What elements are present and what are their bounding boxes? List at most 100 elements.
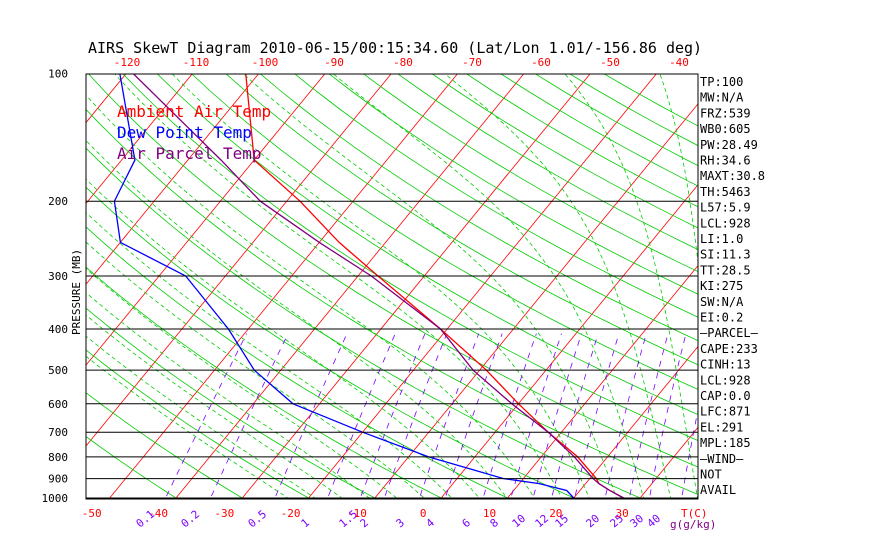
mixing-ratio-line bbox=[326, 333, 396, 499]
isotherm-line bbox=[86, 74, 193, 205]
mixing-ratio-line bbox=[628, 333, 669, 499]
x-tick-label-top: -60 bbox=[531, 56, 551, 69]
data-series bbox=[113, 74, 624, 499]
mixing-ratio-line bbox=[550, 333, 599, 499]
index-label: LFC:871 bbox=[700, 405, 751, 419]
background-lines bbox=[0, 64, 870, 507]
mixing-ratio-tick-label: 0.5 bbox=[246, 508, 270, 531]
mixing-ratio-tick-label: 20 bbox=[584, 512, 603, 530]
plot-frame bbox=[85, 73, 699, 500]
index-label: EL:291 bbox=[700, 420, 743, 434]
moist-adiabat-line bbox=[86, 211, 454, 499]
dry-adiabat-line bbox=[225, 74, 698, 366]
index-label: WB0:605 bbox=[700, 122, 751, 136]
x-tick-label-bottom: 30 bbox=[615, 507, 628, 520]
dry-adiabat-line bbox=[191, 74, 698, 390]
x-tick-label-top: -100 bbox=[252, 56, 279, 69]
x-tick-label-top: -120 bbox=[114, 56, 141, 69]
mixing-ratio-tick-label: 10 bbox=[510, 512, 529, 530]
index-label: AVAIL bbox=[700, 483, 736, 497]
isotherm-line bbox=[439, 184, 698, 499]
mixing-ratio-line bbox=[648, 333, 687, 499]
index-label: —PARCEL— bbox=[700, 326, 759, 340]
index-label: LI:1.0 bbox=[700, 232, 743, 246]
legend-parcel: Air Parcel Temp bbox=[117, 144, 262, 163]
x-tick-label-bottom: -50 bbox=[82, 507, 102, 520]
mixing-ratio-line bbox=[209, 333, 289, 499]
index-label: CAPE:233 bbox=[700, 342, 758, 356]
mixing-ratio-tick-label: 0.2 bbox=[179, 508, 203, 531]
series-line-parcel bbox=[132, 74, 624, 499]
index-label: SW:N/A bbox=[700, 295, 744, 309]
mixing-ratio-tick-label: 1 bbox=[299, 516, 312, 530]
moist-adiabat-line bbox=[171, 74, 591, 499]
y-tick-label: 900 bbox=[48, 473, 68, 486]
moist-adiabat-line bbox=[86, 267, 399, 499]
y-tick-label: 600 bbox=[48, 398, 68, 411]
dry-adiabat-line bbox=[86, 436, 179, 499]
legend-dewpoint: Dew Point Temp bbox=[117, 123, 252, 142]
x-tick-label-bottom: 10 bbox=[483, 507, 496, 520]
index-label: CINH:13 bbox=[700, 358, 751, 372]
x-axis-label: T(C) bbox=[681, 507, 708, 520]
series-line-dewpoint bbox=[113, 74, 575, 499]
index-label: LCL:928 bbox=[700, 373, 751, 387]
index-label: SI:11.3 bbox=[700, 248, 751, 262]
dry-adiabat-line bbox=[363, 74, 698, 273]
y-tick-label: 700 bbox=[48, 426, 68, 439]
y-tick-label: 300 bbox=[48, 270, 68, 283]
mixing-ratio-tick-label: 2 bbox=[358, 516, 371, 530]
moist-adiabat-line bbox=[444, 74, 672, 499]
mixing-ratio-tick-label: 8 bbox=[488, 516, 501, 530]
legend: Ambient Air Temp Dew Point Temp Air Parc… bbox=[117, 102, 271, 163]
isotherm-line bbox=[307, 74, 657, 499]
mixing-ratio-line bbox=[418, 333, 480, 499]
isotherm-line bbox=[174, 74, 525, 499]
moist-adiabat-line bbox=[114, 74, 563, 499]
mixing-ratio-line bbox=[604, 333, 647, 499]
x-tick-label-top: -80 bbox=[393, 56, 413, 69]
x-tick-label-top: -40 bbox=[669, 56, 689, 69]
index-label: PW:28.49 bbox=[700, 138, 758, 152]
y-tick-label: 400 bbox=[48, 323, 68, 336]
dry-adiabat-line bbox=[86, 307, 378, 499]
isotherm-line bbox=[765, 64, 870, 507]
y-tick-label: 200 bbox=[48, 195, 68, 208]
dry-adiabat-line bbox=[86, 226, 511, 499]
mixing-ratio-line bbox=[274, 333, 348, 499]
dry-adiabat-line bbox=[397, 74, 698, 250]
x-tick-label-bottom: -40 bbox=[148, 507, 168, 520]
dry-adiabat-line bbox=[86, 266, 445, 499]
dry-adiabat-line bbox=[86, 147, 644, 499]
x-tick-label-bottom: 20 bbox=[549, 507, 562, 520]
isotherm-line bbox=[0, 64, 2, 507]
index-label: KI:275 bbox=[700, 279, 743, 293]
isotherm-line bbox=[108, 74, 458, 499]
moist-adiabat-line bbox=[86, 335, 317, 499]
index-label: RH:34.6 bbox=[700, 154, 751, 168]
isotherm-line bbox=[86, 74, 127, 124]
mixing-ratio-tick-label: 40 bbox=[645, 512, 664, 530]
x-tick-label-top: -110 bbox=[183, 56, 210, 69]
index-label: L57:5.9 bbox=[700, 201, 751, 215]
index-label: LCL:928 bbox=[700, 216, 751, 230]
isotherm-line bbox=[832, 64, 870, 507]
index-label: TH:5463 bbox=[700, 185, 751, 199]
y-axis-label: PRESSURE (MB) bbox=[70, 249, 83, 335]
mixing-ratio-line bbox=[482, 333, 537, 499]
dry-adiabat-line bbox=[466, 74, 698, 208]
index-label: MW:N/A bbox=[700, 91, 744, 105]
index-label: CAP:0.0 bbox=[700, 389, 751, 403]
dry-adiabat-line bbox=[294, 74, 698, 318]
mixing-ratio-axis-label: g(g/kg) bbox=[670, 518, 716, 531]
mixing-ratio-tick-label: 3 bbox=[394, 516, 407, 530]
moist-adiabat-line bbox=[242, 74, 618, 499]
mixing-ratio-line bbox=[164, 333, 247, 499]
dry-adiabat-line bbox=[156, 74, 698, 416]
isotherm-line bbox=[86, 74, 392, 447]
chart-title: AIRS SkewT Diagram 2010-06-15/00:15:34.6… bbox=[88, 39, 702, 57]
dry-adiabat-line bbox=[328, 74, 698, 295]
index-label: TT:28.5 bbox=[700, 263, 751, 277]
index-label: NOT bbox=[700, 468, 722, 482]
